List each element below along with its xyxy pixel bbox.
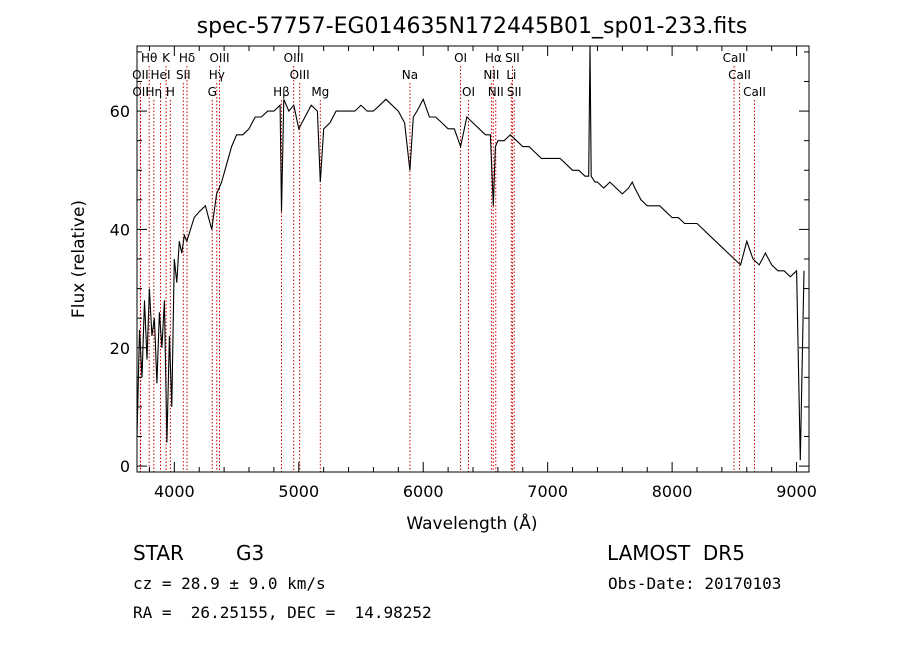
spectral-line-label: NII: [483, 68, 499, 82]
y-axis: 0 20 40 60: [110, 51, 809, 476]
x-axis-label: Wavelength (Å): [406, 512, 537, 534]
spectral-line-label: Hη: [145, 85, 162, 99]
object-class: STAR: [133, 541, 184, 565]
y-axis-label: Flux (relative): [69, 200, 89, 318]
spectral-line-label: OIII: [290, 68, 310, 82]
spectral-line-label: Mg: [311, 85, 329, 99]
spectral-line-label: Hβ: [273, 85, 290, 99]
spectral-line-label: Hα: [485, 51, 502, 65]
y-tick-label: 20: [110, 339, 130, 358]
spectral-line-label: K: [162, 51, 171, 65]
spectral-line-label: G: [208, 85, 217, 99]
spectral-line-label: OIII: [284, 51, 304, 65]
spectral-line-label: Hδ: [179, 51, 195, 65]
x-tick-label: 6000: [403, 482, 444, 501]
obs-date-text: Obs-Date: 20170103: [608, 574, 781, 593]
x-tick-label: 8000: [652, 482, 693, 501]
x-axis: 4000 5000 6000 7000 8000 9000: [148, 46, 817, 501]
spectral-line-label: Na: [402, 68, 418, 82]
spectral-line-label: CaII: [743, 85, 766, 99]
spectral-line-label: OI: [454, 51, 467, 65]
spectral-line-label: SII: [176, 68, 191, 82]
x-tick-label: 9000: [776, 482, 817, 501]
y-tick-label: 0: [120, 457, 130, 476]
spectral-line-label: HeI: [151, 68, 171, 82]
spectral-line-label: Hγ: [209, 68, 225, 82]
spectral-line-label: SII: [507, 85, 522, 99]
x-tick-label: 5000: [278, 482, 319, 501]
spectral-line-label: CaII: [728, 68, 751, 82]
spectral-line-label: Li: [506, 68, 516, 82]
y-tick-label: 40: [110, 220, 130, 239]
spectral-line-label: OIII: [209, 51, 229, 65]
survey-label: LAMOST DR5: [607, 541, 745, 565]
chart-title: spec-57757-EG014635N172445B01_sp01-233.f…: [197, 14, 748, 39]
spectral-line-label: Hθ: [141, 51, 157, 65]
x-tick-label: 4000: [154, 482, 195, 501]
plot-frame: [136, 45, 810, 473]
y-tick-label: 60: [110, 102, 130, 121]
spectral-line-label: NII: [488, 85, 504, 99]
spectrum-line: [136, 45, 805, 461]
spectral-line-label: SII: [505, 51, 520, 65]
spectral-line-label: OI: [462, 85, 475, 99]
spectral-line-label: CaII: [723, 51, 746, 65]
spectral-line-label: OII: [132, 68, 149, 82]
spectral-line-label: OII: [132, 85, 149, 99]
x-tick-label: 7000: [527, 482, 568, 501]
object-subclass: G3: [236, 541, 264, 565]
redshift-text: cz = 28.9 ± 9.0 km/s: [133, 574, 326, 593]
coordinates-text: RA = 26.25155, DEC = 14.98252: [133, 603, 432, 622]
spectral-line-label: H: [166, 85, 175, 99]
